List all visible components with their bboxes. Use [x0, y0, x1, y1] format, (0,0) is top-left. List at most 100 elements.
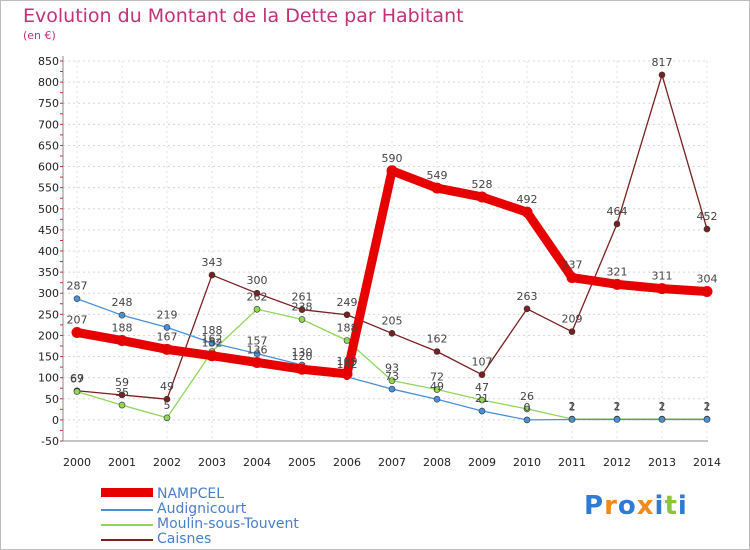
- data-label: 321: [607, 265, 628, 278]
- x-tick-label: 2010: [513, 456, 541, 469]
- data-point: [566, 272, 578, 284]
- data-label: 157: [247, 335, 268, 348]
- data-point: [388, 377, 396, 384]
- data-point: [208, 271, 216, 279]
- x-tick-label: 2005: [288, 456, 316, 469]
- data-label: 2: [659, 400, 666, 413]
- data-point: [116, 335, 128, 347]
- data-label: 1: [569, 400, 576, 413]
- data-point: [298, 316, 306, 323]
- data-label: 209: [562, 313, 583, 326]
- data-label: 120: [292, 350, 313, 363]
- data-label: 107: [472, 356, 493, 369]
- data-label: 817: [652, 56, 673, 69]
- x-tick-label: 2009: [468, 456, 496, 469]
- data-label: 21: [475, 392, 489, 405]
- data-point: [478, 371, 486, 379]
- data-point: [478, 407, 486, 415]
- legend-item-moulin-sous-touvent: Moulin-sous-Touvent: [101, 517, 299, 532]
- data-label: 73: [385, 370, 399, 383]
- y-tick-label: 350: [38, 266, 59, 279]
- data-point: [568, 328, 576, 335]
- y-tick-label: 700: [38, 118, 59, 131]
- data-label: 2: [569, 400, 576, 413]
- x-tick-label: 2001: [108, 456, 136, 469]
- chart-subtitle: (en €): [23, 29, 56, 42]
- data-label: 188: [337, 322, 358, 335]
- legend-swatch-moulin-sous-touvent: [101, 523, 153, 526]
- data-point: [523, 305, 531, 313]
- data-label: 263: [517, 290, 538, 303]
- data-point: [433, 386, 441, 393]
- data-label: 219: [157, 308, 178, 321]
- y-tick-label: 850: [38, 55, 59, 68]
- data-label: 528: [472, 178, 493, 191]
- data-label: 590: [382, 152, 403, 165]
- data-label: 188: [112, 322, 133, 335]
- data-label: 248: [112, 296, 133, 309]
- legend-label-caisnes: Caisnes: [157, 531, 212, 547]
- data-point: [343, 337, 351, 344]
- data-label: 452: [697, 210, 718, 223]
- data-label: 162: [202, 332, 223, 345]
- data-label: 1: [659, 400, 666, 413]
- data-point: [703, 416, 711, 423]
- legend-label-audignicourt: Audignicourt: [157, 501, 247, 517]
- legend-swatch-caisnes: [101, 538, 153, 541]
- y-tick-label: 800: [38, 76, 59, 89]
- data-point: [568, 416, 576, 423]
- data-label: 49: [160, 380, 174, 393]
- data-point: [206, 350, 218, 362]
- chart-title: Evolution du Montant de la Dette par Hab…: [23, 5, 464, 27]
- data-label: 492: [517, 193, 538, 206]
- data-point: [701, 286, 713, 298]
- y-tick-label: 600: [38, 161, 59, 174]
- data-point: [298, 306, 306, 313]
- data-label: 287: [67, 280, 88, 293]
- data-label: 109: [337, 355, 358, 368]
- data-label: 72: [430, 370, 444, 383]
- data-point: [613, 416, 621, 423]
- data-point: [343, 311, 351, 319]
- data-label: 304: [697, 273, 718, 286]
- y-tick-label: 0: [52, 414, 59, 427]
- data-point: [163, 324, 171, 331]
- logo-letter: i: [654, 491, 665, 521]
- data-label: 93: [385, 362, 399, 375]
- data-point: [73, 388, 81, 395]
- y-tick-label: 500: [38, 203, 59, 216]
- data-point: [478, 396, 486, 404]
- data-label: 261: [292, 291, 313, 304]
- logo-letter: i: [677, 491, 688, 521]
- y-tick-label: 100: [38, 372, 59, 385]
- data-label: 2: [704, 400, 711, 413]
- data-label: 0: [524, 401, 531, 414]
- y-tick-label: 250: [38, 308, 59, 321]
- data-point: [656, 283, 668, 295]
- data-point: [388, 385, 396, 393]
- data-label: 102: [337, 358, 358, 371]
- data-point: [386, 165, 398, 177]
- data-label: 549: [427, 169, 448, 182]
- data-label: 1: [614, 400, 621, 413]
- y-tick-label: 650: [38, 139, 59, 152]
- data-label: 69: [70, 372, 84, 385]
- data-point: [658, 71, 666, 79]
- data-label: 67: [70, 373, 84, 386]
- y-tick-label: 300: [38, 287, 59, 300]
- data-label: 337: [562, 259, 583, 272]
- data-label: 1: [704, 400, 711, 413]
- x-tick-label: 2007: [378, 456, 406, 469]
- data-label: 59: [115, 376, 129, 389]
- y-tick-label: 450: [38, 224, 59, 237]
- data-label: 167: [157, 330, 178, 343]
- legend-item-audignicourt: Audignicourt: [101, 502, 299, 517]
- data-point: [476, 191, 488, 203]
- y-tick-label: 750: [38, 97, 59, 110]
- data-label: 207: [67, 313, 88, 326]
- x-tick-label: 2006: [333, 456, 361, 469]
- y-tick-label: 200: [38, 329, 59, 342]
- data-point: [208, 339, 216, 347]
